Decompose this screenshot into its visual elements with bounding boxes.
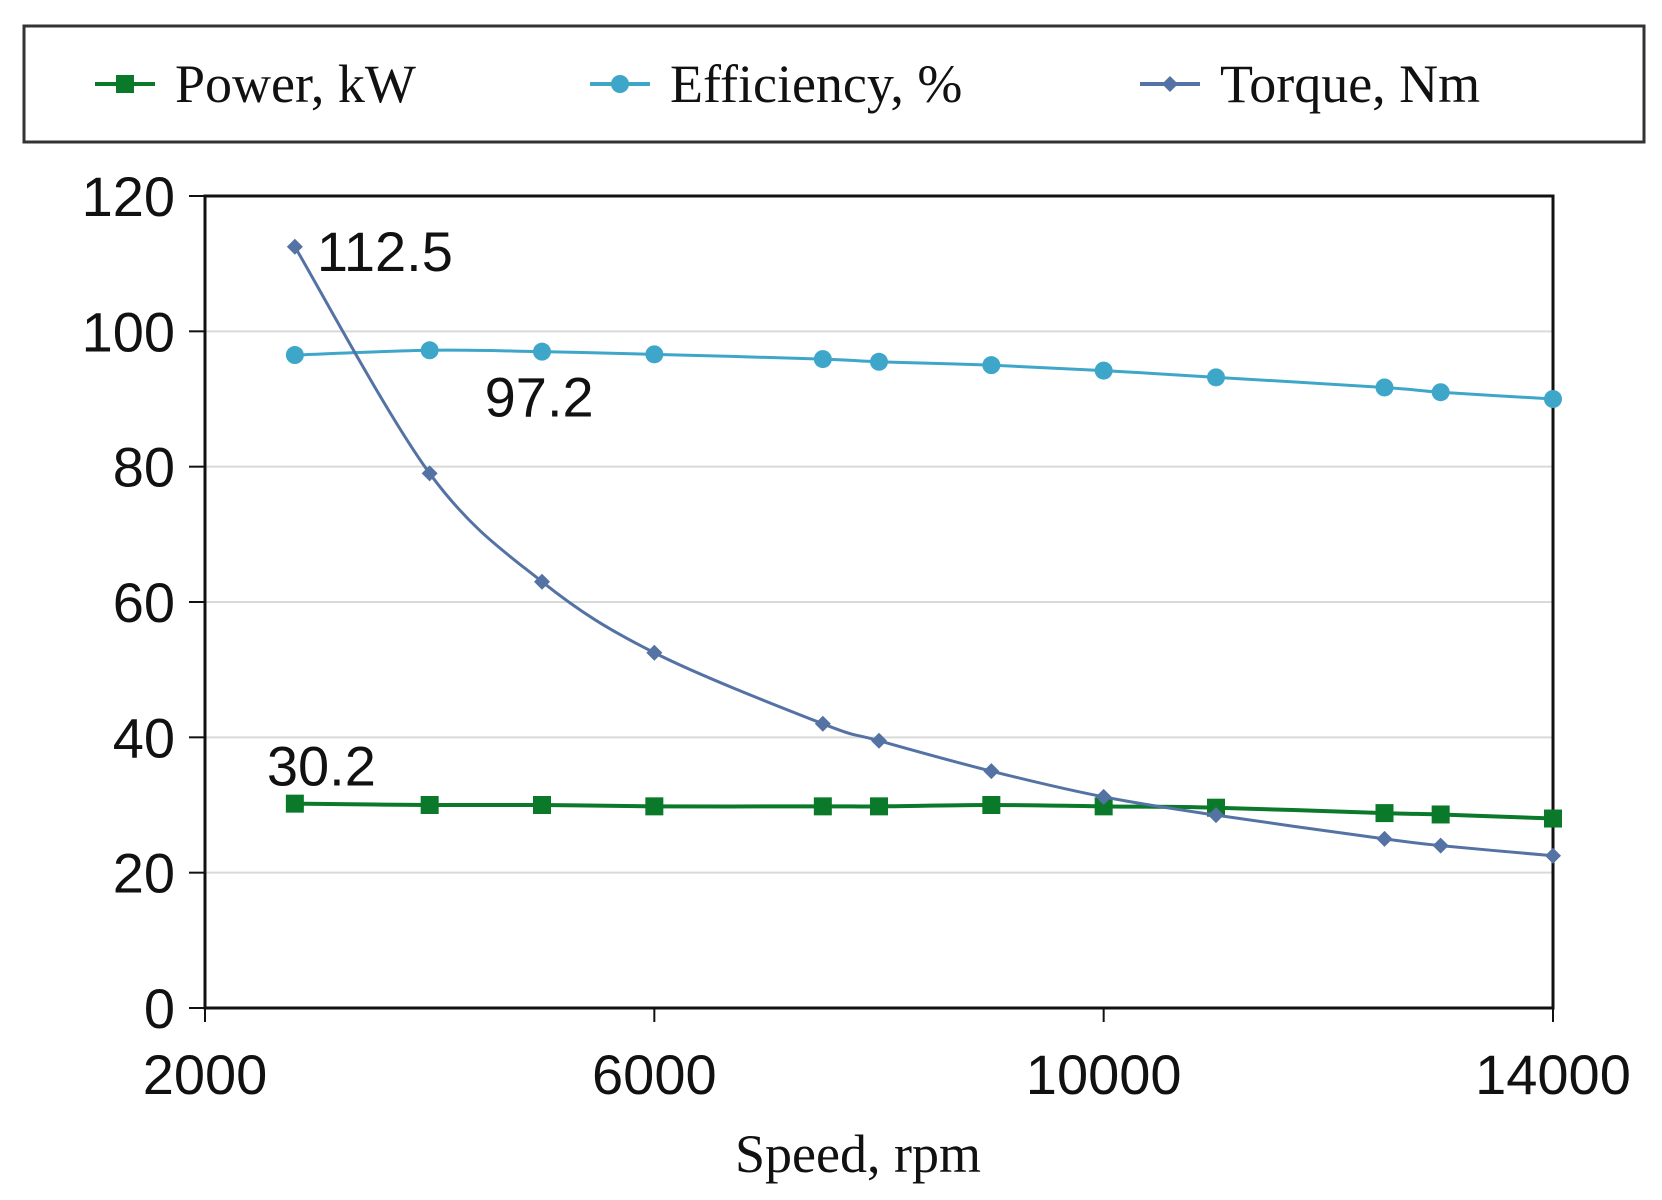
data-point-power-kw [533,796,551,814]
data-point-power-kw [645,797,664,816]
x-tick-label: 6000 [592,1043,717,1106]
data-point-efficiency [982,356,1001,375]
x-axis: 2000 6000 10000 14000 [143,1008,1631,1106]
data-point-torque-nm [983,763,1000,780]
legend-entry-efficiency: Efficiency, % [590,54,962,114]
data-point-torque-nm [1376,830,1393,847]
legend-box [22,24,1646,144]
data-point-power-kw [1094,797,1113,816]
legend: Power, kW Efficiency, % Torque, Nm [22,24,1646,144]
data-point-power-kw [1375,804,1394,823]
x-tick-label: 2000 [143,1043,268,1106]
data-point-torque-nm [534,573,550,590]
data-point-power-kw [1544,809,1562,828]
data-point-efficiency [813,350,832,369]
legend-label: Efficiency, % [670,54,962,114]
legend-label: Torque, Nm [1220,54,1480,114]
data-point-power-kw [813,797,832,816]
data-point-power-kw [1431,805,1450,824]
data-point-efficiency [1431,383,1450,402]
data-point-power-kw [982,796,1001,814]
y-tick-label: 0 [144,977,175,1040]
y-axis: 0 20 40 60 80 100 120 [82,165,205,1040]
legend-label: Power, kW [175,54,416,114]
data-point-torque-nm [1545,847,1561,864]
x-tick-label: 10000 [1026,1043,1182,1106]
data-point-efficiency [533,342,551,361]
x-tick-label: 14000 [1475,1043,1631,1106]
series-torque-nm [286,238,1561,864]
x-axis-label: Speed, rpm [735,1124,981,1184]
legend-entry-torque-nm: Torque, Nm [1140,54,1480,114]
y-tick-label: 100 [82,300,175,363]
data-point-torque-nm [1095,788,1112,805]
data-label: 112.5 [317,220,453,283]
data-point-power-kw [870,797,888,816]
y-tick-label: 40 [113,706,175,769]
data-point-efficiency [1094,361,1113,380]
data-point-torque-nm [814,715,831,732]
data-label: 97.2 [485,365,594,428]
data-point-efficiency [645,345,664,364]
y-tick-label: 120 [82,165,175,228]
series-efficiency [285,341,1562,408]
y-tick-label: 20 [113,842,175,905]
legend-marker [611,75,629,93]
data-point-efficiency [285,346,304,365]
data-point-power-kw [285,794,304,813]
data-point-efficiency [420,341,439,360]
series-power-kw [285,794,1562,828]
legend-entry-power-kw: Power, kW [95,54,416,114]
data-point-efficiency [1544,390,1562,408]
data-label: 30.2 [267,735,376,798]
series-line-power-kw [294,801,1554,821]
data-point-efficiency [870,352,888,371]
series-line-efficiency [294,348,1554,401]
data-point-torque-nm [871,732,887,749]
legend-marker [1162,76,1178,92]
data-point-torque-nm [1208,807,1224,824]
series-line-torque-nm [293,245,1554,858]
data-point-efficiency [1375,378,1394,397]
data-point-torque-nm [286,238,303,255]
data-point-torque-nm [421,465,438,482]
data-point-torque-nm [1432,837,1449,854]
gridlines [205,330,1553,874]
y-tick-label: 80 [113,436,175,499]
data-point-efficiency [1207,368,1225,387]
y-tick-label: 60 [113,571,175,634]
data-point-power-kw [420,796,439,814]
legend-marker [116,75,134,93]
plot-area: 112.5 97.2 30.2 [203,194,1562,1010]
data-point-torque-nm [646,644,663,661]
